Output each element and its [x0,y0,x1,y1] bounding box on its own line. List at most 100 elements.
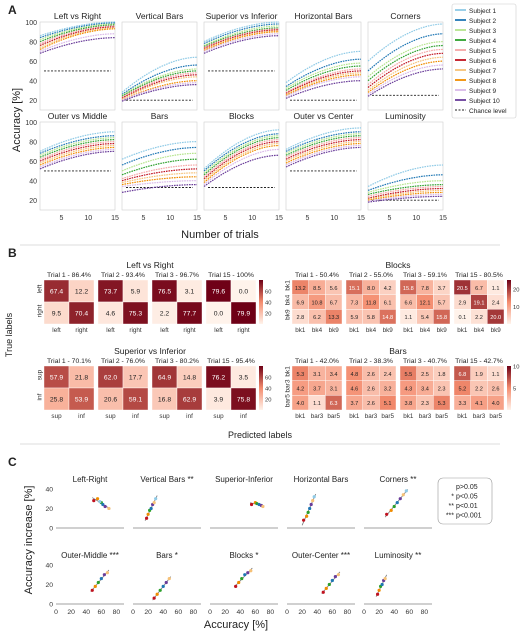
cell-value: 1.1 [404,315,412,321]
trial-title: Trial 3 - 59.1% [403,272,447,279]
col-label: bk4 [474,327,485,334]
panel-a-xlabel: Number of trials [181,229,259,241]
col-label: bk4 [312,327,323,334]
subplot-title: Superior vs Inferior [206,11,278,21]
trial-title: Trial 3 - 40.7% [403,358,447,365]
scatter-title: Corners ** [380,475,417,484]
subplot: Outer vs Middle 20 40 60 80 100 5 10 15 [25,111,119,222]
regression-line [90,569,110,593]
x-tick-label: 10 [84,215,92,222]
cell-value: 5.4 [421,315,429,321]
cell-value: 8.5 [313,286,321,292]
x-tick-label: 20 [375,609,383,616]
scatter-point [152,500,156,505]
scatter-point [330,578,334,583]
cell-value: 6.6 [404,301,412,307]
series-line [203,23,280,45]
group-title: Bars [389,346,406,356]
scatter-point [389,508,393,512]
cell-value: 3.7 [350,401,358,407]
colorbar [507,280,511,324]
cell-value: 59.1 [129,397,142,404]
series-line [285,58,362,88]
col-label: bk1 [457,327,468,334]
cell-value: 62.0 [104,375,117,382]
legend-entry: Subject 8 [469,78,496,85]
significance-box [437,477,493,525]
cell-value: 5.6 [330,286,338,292]
scatter-point [152,596,156,600]
legend-entry: Subject 7 [469,68,496,75]
scatter-point [246,571,250,575]
row-label: bk9 [285,309,292,320]
legend-entry: Subject 1 [469,8,496,15]
scatter-title: Outer-Middle *** [61,551,119,560]
panel-a-subplots: Left vs Right 20 40 60 80 100 Vertical Bars Sup… [25,11,447,222]
series-line [367,174,444,191]
col-label: sup [213,413,224,420]
x-tick-label: 40 [159,609,167,616]
confusion-group: Blocks bk1 bk4 bk9 Trial 1 - 50.4% 13.2 8.5 5.6… [285,260,520,334]
col-label: bk1 [403,413,414,420]
col-label: bk1 [295,327,306,334]
heat-cell [230,387,257,411]
col-label: left [106,327,115,334]
y-tick-label: 80 [29,140,37,147]
trial-title: Trial 2 - 93.4% [101,272,145,279]
x-tick-label: 80 [113,609,121,616]
cell-value: 12.2 [75,289,88,296]
cell-value: 7.8 [421,286,429,292]
cell-value: 15.1 [349,286,360,292]
series-line [203,133,280,172]
scatter-point [392,504,396,509]
series-line [203,135,280,174]
cell-value: 4.2 [296,387,304,393]
cell-value: 20.0 [490,315,501,321]
panel-b-ylabel: True labels [4,312,14,357]
scatter-point [155,592,159,596]
series-line [121,176,197,186]
scatter-title: Luminosity ** [375,551,422,560]
legend-entry: Subject 4 [469,38,496,45]
colorbar-tick: 60 [265,290,271,296]
col-label: bk9 [491,327,502,334]
series-line [367,187,444,199]
series-line [367,191,444,201]
colorbar-tick: 40 [265,301,271,307]
cell-value: 0.1 [458,315,466,321]
scatter-title: Vertical Bars ** [140,475,193,484]
panel-label-a: A [8,3,17,17]
scatter-point [377,588,381,592]
y-tick-label: 0 [49,602,53,609]
scatter-title: Superior-Inferior [215,475,273,484]
x-tick-label: 80 [190,609,198,616]
series-line [121,64,198,95]
panel-label-c: C [8,455,17,469]
scatter-point [249,569,253,573]
significance-label: p<0.05 [456,494,478,501]
scatter-point [237,580,241,585]
subplot-frame [203,21,280,111]
scatter-point [95,497,100,501]
cell-value: 5.2 [458,387,466,393]
row-label: sup [37,369,44,380]
cell-value: 10.8 [312,301,323,307]
cell-value: 13.3 [328,315,339,321]
subplot-frame [285,121,362,211]
cell-value: 2.6 [367,372,375,378]
scatter-subplot: Horizontal Bars [287,475,355,529]
series-line [367,164,444,188]
series-line [285,74,362,96]
series-line [285,68,362,93]
series-line [121,74,198,99]
cell-value: 19.1 [474,301,485,307]
cell-value: 6.7 [475,286,483,292]
x-tick-label: 80 [421,609,429,616]
cell-value: 4.8 [350,372,358,378]
x-tick-label: 60 [98,609,106,616]
x-tick-label: 10 [412,215,420,222]
row-label: left [37,284,44,293]
cell-value: 0.0 [239,289,249,296]
col-label: bar3 [419,413,432,420]
